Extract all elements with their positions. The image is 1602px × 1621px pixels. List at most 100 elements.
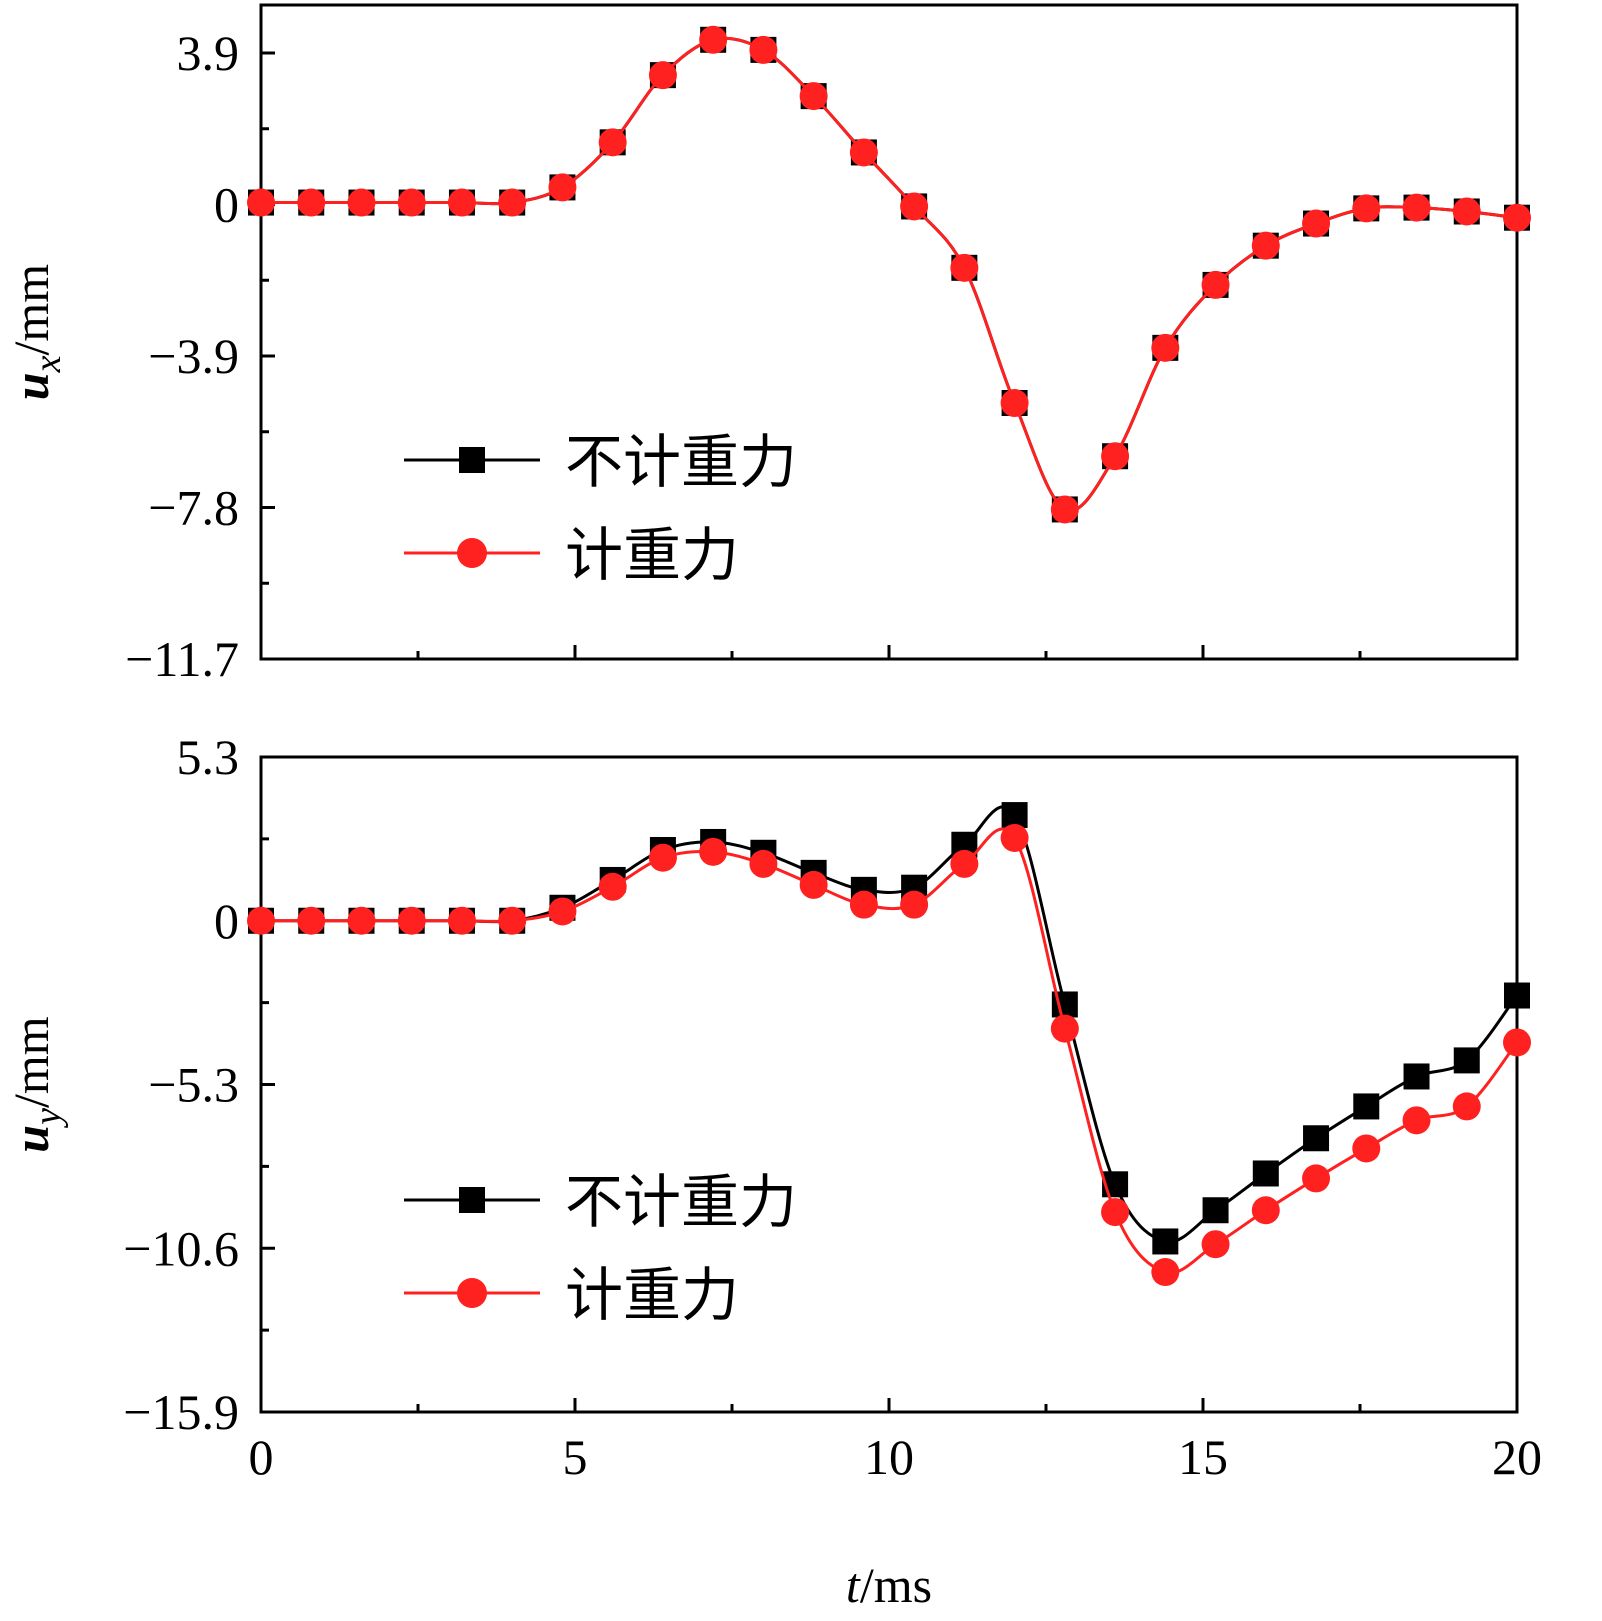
x-tick-label: 0 — [249, 1429, 274, 1485]
y-tick-label: 0 — [214, 893, 239, 949]
legend-marker-circle — [457, 1278, 487, 1308]
legend-marker-square — [459, 447, 485, 473]
data-point-circle — [900, 192, 929, 221]
data-point-circle — [548, 173, 577, 202]
data-point-circle — [1151, 333, 1180, 362]
y-label-sub: x — [27, 355, 69, 373]
data-point-circle — [749, 35, 778, 64]
y-label-unit: /mm — [3, 1016, 59, 1108]
x-tick-label: 5 — [563, 1429, 588, 1485]
x-tick-label: 15 — [1178, 1429, 1228, 1485]
data-point-circle — [297, 188, 326, 217]
data-point-circle — [1352, 1134, 1381, 1163]
legend-marker-circle — [457, 538, 487, 568]
data-point-square — [1453, 1047, 1480, 1074]
data-point-circle — [799, 82, 828, 111]
data-point-circle — [1201, 270, 1230, 299]
data-point-circle — [849, 890, 878, 919]
data-point-circle — [749, 849, 778, 878]
y-label-var: u — [3, 1125, 59, 1153]
data-point-square — [1152, 1228, 1179, 1255]
data-point-circle — [1101, 442, 1130, 471]
series-line-2 — [260, 36, 1518, 513]
x-label-unit: /ms — [860, 1557, 932, 1613]
data-point-circle — [297, 906, 326, 935]
data-point-circle — [247, 906, 275, 935]
x-label-var: t — [846, 1557, 861, 1613]
data-point-circle — [1452, 197, 1481, 226]
data-point-square — [1403, 1063, 1430, 1090]
series-line-1 — [260, 36, 1518, 513]
data-point-circle — [1050, 495, 1079, 524]
legend-label: 计重力 — [565, 523, 739, 588]
legend-marker-square — [459, 1187, 485, 1213]
plot-frame — [259, 755, 1519, 1414]
data-point-circle — [1151, 1258, 1180, 1287]
data-point-circle — [347, 188, 376, 217]
data-point-circle — [648, 843, 677, 872]
y-axis-label: uy/mm — [3, 1016, 69, 1152]
y-tick-label: −15.9 — [123, 1384, 239, 1440]
data-point-circle — [397, 188, 426, 217]
data-point-circle — [1251, 1196, 1280, 1225]
y-tick-label: −10.6 — [123, 1220, 239, 1276]
data-point-square — [1353, 1093, 1380, 1120]
data-point-circle — [648, 61, 677, 90]
y-tick-label: −5.3 — [148, 1057, 239, 1113]
data-point-circle — [397, 906, 426, 935]
data-point-circle — [1251, 231, 1280, 260]
data-point-square — [1001, 802, 1028, 829]
panel-2: 5.30−5.3−10.6−15.90 5 10 15 20uy/mmt/ms不计重力计… — [3, 729, 1542, 1613]
data-point-circle — [1000, 389, 1029, 418]
data-point-circle — [1503, 203, 1531, 232]
legend-label: 不计重力 — [565, 1170, 797, 1235]
y-tick-label: −7.8 — [148, 480, 239, 536]
data-point-square — [1252, 1160, 1279, 1187]
data-point-circle — [447, 906, 476, 935]
data-point-circle — [1402, 193, 1431, 222]
data-point-circle — [1302, 1164, 1331, 1193]
data-point-square — [1202, 1197, 1229, 1224]
data-point-circle — [1352, 194, 1381, 223]
data-point-circle — [900, 890, 929, 919]
data-point-circle — [699, 25, 728, 54]
y-label-unit: /mm — [3, 264, 59, 356]
y-tick-label: 0 — [214, 177, 239, 233]
x-axis-label: t/ms — [846, 1557, 932, 1613]
data-point-circle — [1201, 1230, 1230, 1259]
data-point-circle — [1000, 823, 1029, 852]
data-point-circle — [498, 906, 527, 935]
data-point-square — [1504, 982, 1530, 1009]
plot-frame — [259, 3, 1519, 661]
data-point-circle — [247, 188, 275, 217]
legend-label: 计重力 — [565, 1263, 739, 1328]
data-point-circle — [799, 870, 828, 899]
data-point-circle — [598, 872, 627, 901]
y-tick-label: 3.9 — [177, 25, 240, 81]
data-point-circle — [498, 188, 527, 217]
data-point-circle — [447, 188, 476, 217]
data-point-square — [1303, 1125, 1330, 1152]
y-label-var: u — [3, 372, 59, 400]
x-tick-label: 10 — [864, 1429, 914, 1485]
y-tick-label: −11.7 — [125, 631, 239, 687]
x-tick-label: 20 — [1492, 1429, 1542, 1485]
data-point-circle — [598, 128, 627, 157]
data-point-circle — [849, 138, 878, 167]
data-point-circle — [1402, 1106, 1431, 1135]
data-point-circle — [950, 253, 979, 282]
legend-label: 不计重力 — [565, 430, 797, 495]
data-point-circle — [1452, 1092, 1481, 1121]
series-line-2 — [260, 827, 1519, 1275]
data-point-circle — [1101, 1198, 1130, 1227]
data-point-circle — [699, 837, 728, 866]
y-tick-label: 5.3 — [177, 729, 240, 785]
data-point-circle — [950, 849, 979, 878]
data-point-circle — [1503, 1028, 1531, 1057]
y-tick-label: −3.9 — [148, 328, 239, 384]
data-point-circle — [1050, 1014, 1079, 1043]
data-point-circle — [347, 906, 376, 935]
y-label-sub: y — [27, 1108, 69, 1129]
